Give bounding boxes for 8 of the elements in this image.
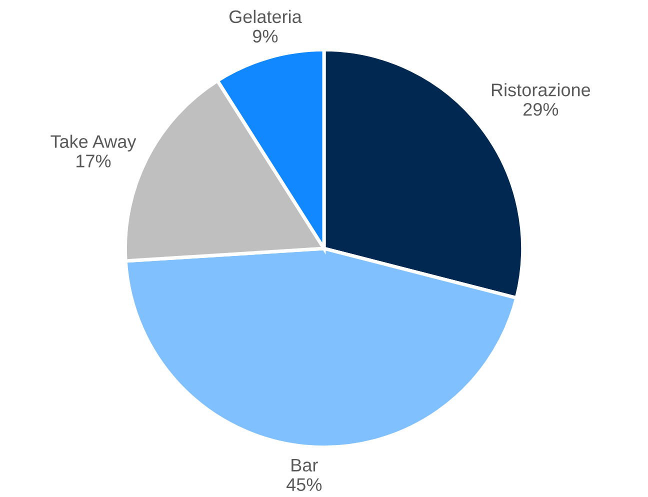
slice-label: Gelateria: [229, 10, 302, 24]
data-label: 45%: [286, 478, 322, 492]
data-label: 29%: [524, 102, 558, 116]
slice-label: Ristorazione: [492, 83, 590, 96]
data-label: 9%: [253, 30, 278, 43]
slice-label: Take Away: [50, 134, 136, 152]
data-label: 17%: [76, 154, 111, 168]
slice-label: Bar: [292, 458, 318, 472]
